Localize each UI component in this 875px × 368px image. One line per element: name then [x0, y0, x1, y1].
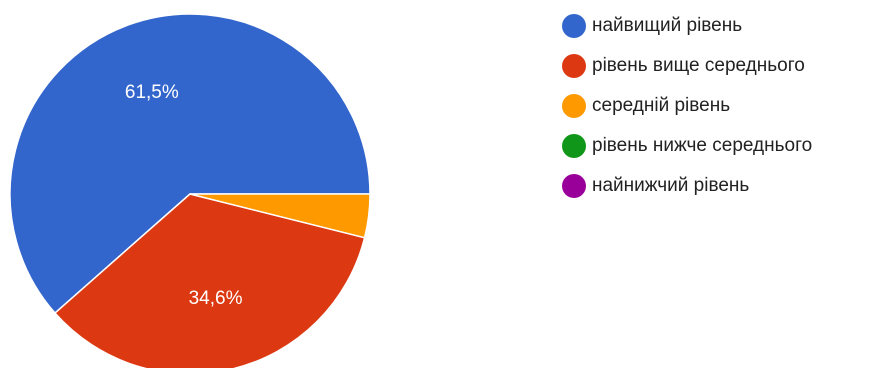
legend-label: рівень вище середнього	[592, 54, 805, 76]
pie-slice-1	[53, 193, 366, 368]
legend-swatch-icon	[562, 93, 586, 118]
pie-slice-label-0: 61,5%	[125, 82, 179, 103]
legend-swatch-icon	[562, 133, 586, 158]
pie-slice-label-1: 34,6%	[189, 288, 243, 309]
legend-label: середній рівень	[592, 94, 731, 116]
legend-item-3[interactable]: рівень нижче середнього	[562, 132, 812, 159]
legend-swatch-icon	[562, 53, 586, 78]
legend-swatch-icon	[562, 173, 586, 198]
legend-item-1[interactable]: рівень вище середнього	[562, 52, 812, 79]
pie-slice-0	[9, 13, 371, 315]
legend-label: найвищий рівень	[592, 14, 743, 36]
legend-item-2[interactable]: середній рівень	[562, 92, 812, 119]
legend-label: найнижчий рівень	[592, 174, 750, 196]
legend-label: рівень нижче середнього	[592, 134, 813, 156]
chart-legend: найвищий рівень рівень вище середнього сер…	[562, 12, 812, 199]
pie-labels: 61,5% 34,6%	[125, 82, 243, 309]
legend-swatch-icon	[562, 13, 586, 38]
legend-item-0[interactable]: найвищий рівень	[562, 12, 812, 39]
legend-item-4[interactable]: найнижчий рівень	[562, 172, 812, 199]
pie-slices	[9, 13, 371, 368]
pie-slice-2	[189, 193, 371, 239]
